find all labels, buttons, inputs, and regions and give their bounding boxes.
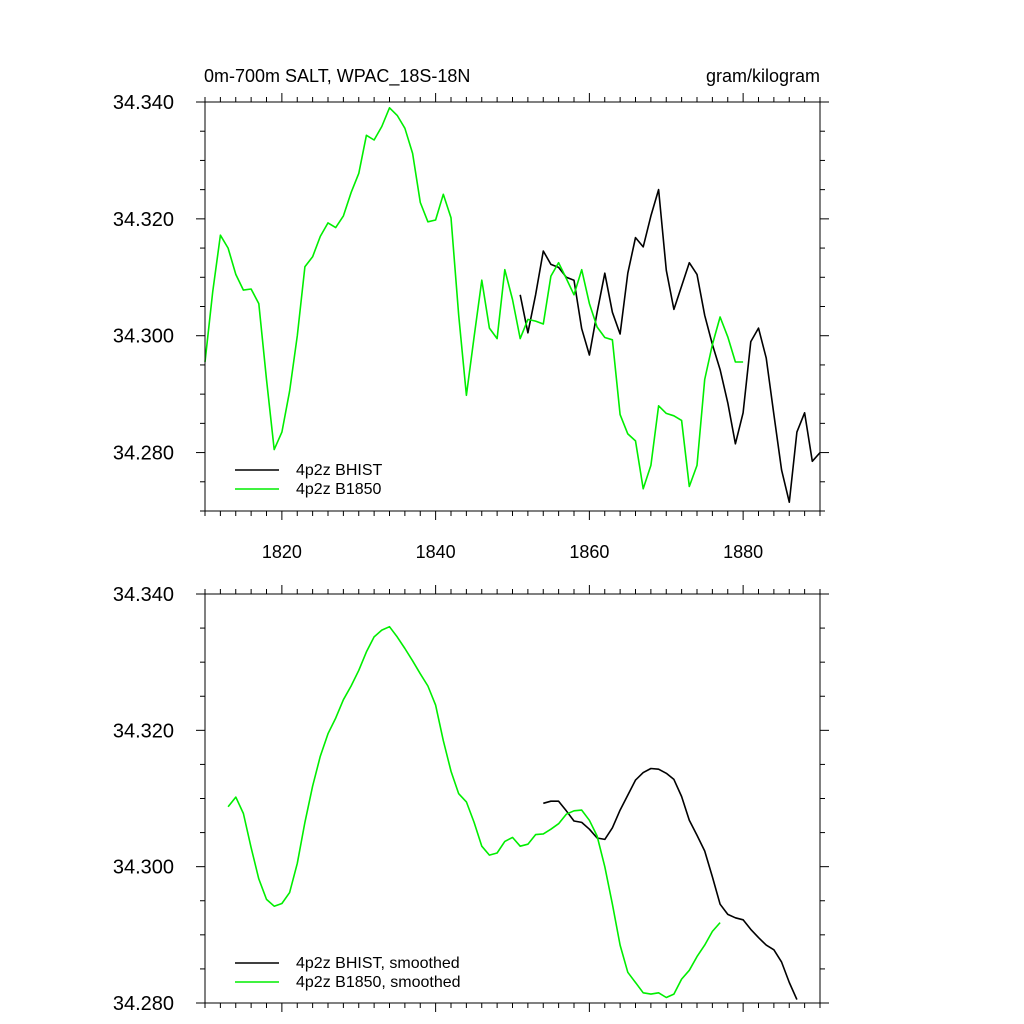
- legend-bottom: 4p2z BHIST, smoothed 4p2z B1850, smoothe…: [235, 955, 461, 991]
- series-line-b1850-bottom: [227, 625, 721, 999]
- legend-label-bhist: 4p2z BHIST: [296, 462, 382, 479]
- chart-title: 0m-700m SALT, WPAC_18S-18N: [204, 66, 470, 87]
- axis-ticks-bottom: 34.280 34.300 34.320 34.340: [113, 584, 829, 1015]
- y-tick-label: 34.300: [113, 857, 174, 879]
- x-tick-label: 1820: [262, 542, 302, 562]
- y-tick-label: 34.300: [113, 326, 174, 348]
- plot-frame-top: [204, 101, 821, 512]
- legend-label-b1850-smoothed: 4p2z B1850, smoothed: [296, 974, 461, 991]
- series-line-bhist-bottom: [543, 767, 798, 1000]
- plot-frame-bottom: [204, 593, 821, 1004]
- legend-label-bhist-smoothed: 4p2z BHIST, smoothed: [296, 955, 460, 972]
- y-tick-label: 34.340: [113, 92, 174, 114]
- series-line-bhist-top: [519, 188, 821, 504]
- chart-panel-bottom: 34.280 34.300 34.320 34.340 4p2z BHIST, smo…: [113, 584, 829, 1015]
- axis-ticks-top: 1820 1840 1860 1880 34.280 34.300 34.320 34.340: [113, 92, 829, 562]
- legend-label-b1850: 4p2z B1850: [296, 481, 382, 498]
- y-tick-label: 34.320: [113, 720, 174, 742]
- x-tick-label: 1880: [723, 542, 763, 562]
- legend-top: 4p2z BHIST 4p2z B1850: [235, 462, 382, 498]
- y-tick-label: 34.280: [113, 443, 174, 465]
- y-tick-label: 34.320: [113, 209, 174, 231]
- x-tick-label: 1860: [569, 542, 609, 562]
- series-line-b1850-top: [204, 107, 744, 490]
- x-tick-label: 1840: [416, 542, 456, 562]
- series-lines-top: [204, 107, 821, 504]
- chart-units: gram/kilogram: [706, 66, 820, 86]
- chart-panel-top: 0m-700m SALT, WPAC_18S-18N gram/kilogram…: [113, 66, 829, 562]
- y-tick-label: 34.280: [113, 993, 174, 1015]
- series-lines-bottom: [227, 625, 798, 1000]
- y-tick-label: 34.340: [113, 584, 174, 606]
